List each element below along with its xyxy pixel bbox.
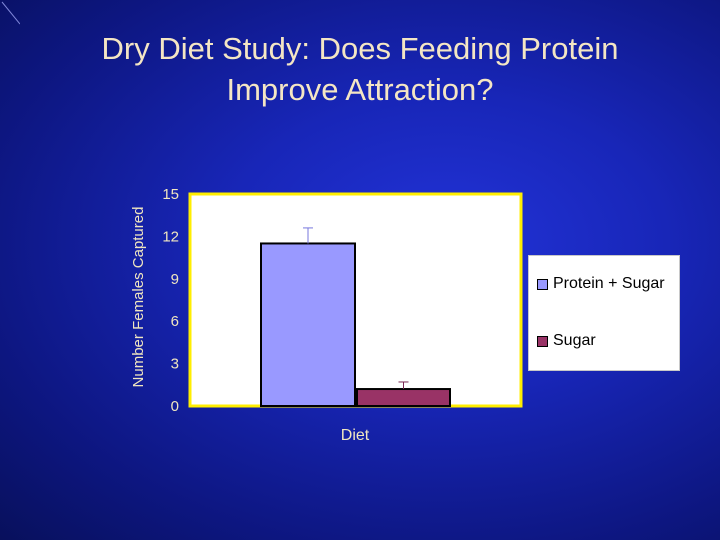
y-axis-ticks: 0 3 6 9 12 15: [162, 186, 179, 415]
y-axis-label: Number Females Captured: [130, 207, 147, 388]
legend-swatch-sugar: [537, 335, 548, 347]
y-tick-label: 15: [162, 186, 179, 203]
slide-title-line-2: Improve Attraction?: [226, 72, 494, 107]
legend-item-protein-sugar: Protein + Sugar: [537, 275, 665, 293]
legend-item-sugar: Sugar: [537, 332, 596, 350]
slide-title-line-1: Dry Diet Study: Does Feeding Protein: [101, 31, 619, 66]
slide-title: Dry Diet Study: Does Feeding Protein Imp…: [0, 28, 720, 110]
y-tick-label: 0: [171, 398, 179, 415]
y-tick-label: 3: [171, 356, 179, 373]
legend-label-protein-sugar: Protein + Sugar: [553, 275, 665, 292]
y-tick-label: 12: [162, 228, 179, 245]
legend-label-sugar: Sugar: [553, 332, 596, 349]
y-tick-label: 6: [171, 313, 179, 330]
bars-group: [260, 242, 451, 408]
chart-legend: Protein + Sugar Sugar: [528, 255, 680, 371]
legend-swatch-protein-sugar: [537, 278, 548, 290]
bar-protein-sugar: [260, 242, 356, 407]
y-tick-label: 9: [171, 271, 179, 288]
x-axis-label: Diet: [341, 427, 370, 444]
error-bars-group: [303, 227, 409, 390]
decorative-line: [1, 1, 20, 25]
bar-sugar: [356, 388, 451, 408]
